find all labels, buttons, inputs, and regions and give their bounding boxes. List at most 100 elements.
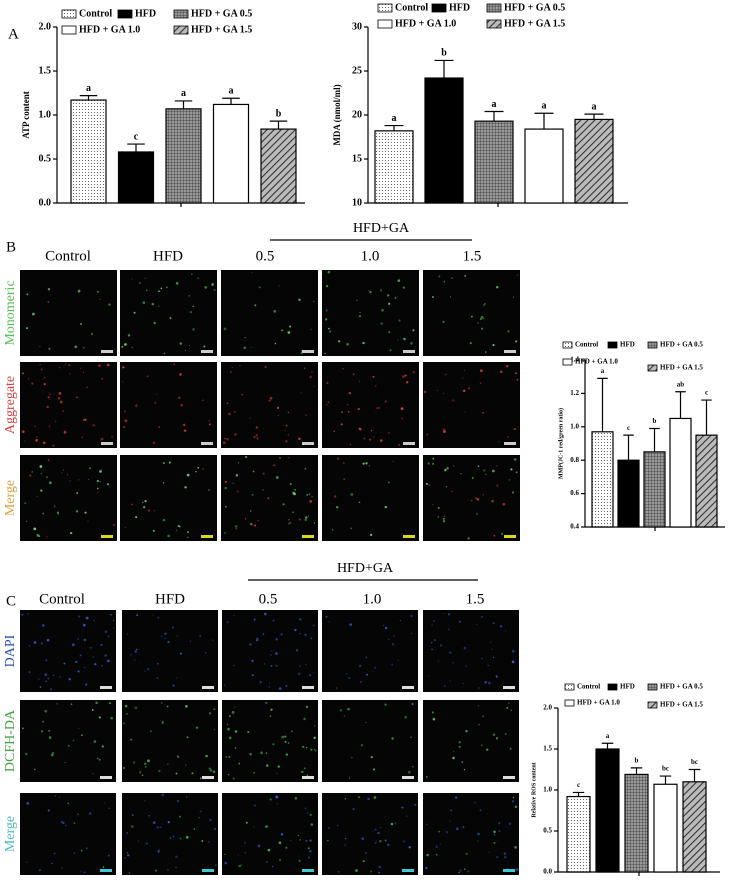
cell-dot (83, 871, 86, 874)
cell-dot (112, 619, 115, 622)
cell-dot (71, 643, 75, 647)
bar (574, 118, 614, 204)
cell-dot (193, 828, 196, 830)
cell-dot (274, 342, 277, 345)
cell-dot (104, 630, 108, 633)
bar (260, 128, 297, 204)
cell-dot (21, 372, 24, 375)
cell-dot (253, 826, 255, 828)
scale-bar (403, 350, 415, 353)
cell-dot (192, 328, 195, 331)
cell-dot (131, 814, 134, 817)
cell-dot (124, 527, 126, 529)
cell-dot (515, 471, 518, 474)
cell-dot (309, 813, 312, 817)
y-tick-label: 0.0 (39, 197, 52, 208)
cell-dot (157, 850, 160, 853)
cell-dot (453, 750, 455, 753)
legend-label: HFD + GA 0.5 (504, 2, 565, 13)
cell-dot (476, 498, 480, 501)
micrograph (423, 362, 520, 448)
cell-dot (309, 375, 312, 379)
cell-dot (93, 619, 95, 622)
micrograph (322, 455, 419, 541)
cell-dot (42, 720, 45, 723)
cell-dot (80, 323, 83, 325)
column-label: 1.5 (463, 248, 482, 264)
cell-dot (276, 772, 278, 775)
cell-dot (234, 747, 237, 749)
cell-dot (479, 809, 482, 812)
cell-dot (161, 636, 163, 638)
cell-dot (282, 503, 285, 506)
cell-dot (159, 826, 162, 829)
cell-dot (492, 656, 495, 659)
cell-dot (176, 799, 180, 803)
cell-dot (63, 469, 65, 471)
cell-dot (304, 807, 307, 810)
cell-dot (63, 662, 66, 665)
bar (669, 417, 692, 528)
cell-dot (265, 752, 267, 754)
cell-dot (68, 678, 71, 681)
cell-dot (326, 403, 328, 406)
cell-dot (142, 501, 144, 504)
significance-label: b (276, 108, 282, 119)
cell-dot (22, 430, 25, 433)
cell-dot (449, 680, 451, 682)
scale-bar (503, 776, 515, 779)
cell-dot (287, 411, 290, 414)
y-tick-label: 1.2 (570, 389, 579, 397)
cell-dot (499, 625, 503, 628)
cell-dot (398, 319, 401, 322)
cell-dot (39, 465, 43, 468)
cell-dot (179, 342, 183, 345)
significance-label: b (441, 48, 447, 59)
cell-dot (245, 821, 248, 824)
cell-dot (164, 637, 166, 640)
cell-dot (290, 840, 292, 842)
cell-dot (139, 282, 141, 284)
cell-dot (29, 474, 32, 477)
cell-dot (72, 739, 75, 742)
cell-dot (167, 640, 170, 644)
cell-dot (392, 460, 394, 462)
micrograph (120, 455, 217, 541)
legend-label: Control (575, 341, 598, 349)
cell-dot (110, 716, 113, 720)
cell-dot (89, 467, 92, 470)
legend-label: HFD (620, 341, 635, 349)
cell-dot (397, 659, 399, 661)
error-bar (174, 100, 193, 109)
legend-label: HFD (449, 2, 470, 13)
cell-dot (64, 363, 66, 365)
cell-dot (278, 687, 282, 690)
cell-dot (451, 490, 453, 493)
cell-dot (496, 484, 499, 487)
error-bar (127, 143, 145, 152)
cell-dot (179, 815, 182, 818)
cell-dot (187, 531, 189, 534)
cell-dot (39, 345, 41, 348)
cell-dot (100, 643, 103, 646)
y-tick-label: 1.5 (39, 65, 52, 76)
cell-dot (352, 808, 355, 811)
row-label: Aggregate (3, 376, 18, 434)
cell-dot (501, 532, 504, 535)
cell-dot (304, 518, 307, 522)
cell-dot (89, 646, 92, 649)
cell-dot (130, 825, 134, 828)
cell-dot (495, 737, 499, 740)
cell-dot (53, 852, 56, 855)
cell-dot (201, 839, 204, 842)
cell-dot (231, 710, 235, 714)
cell-dot (365, 673, 369, 676)
cell-dot (355, 869, 358, 872)
scale-bar (202, 776, 214, 779)
cell-dot (269, 715, 272, 717)
error-bar (597, 377, 608, 432)
cell-dot (403, 338, 406, 340)
bar (424, 77, 464, 204)
cell-dot (289, 325, 292, 328)
cell-dot (479, 382, 482, 384)
